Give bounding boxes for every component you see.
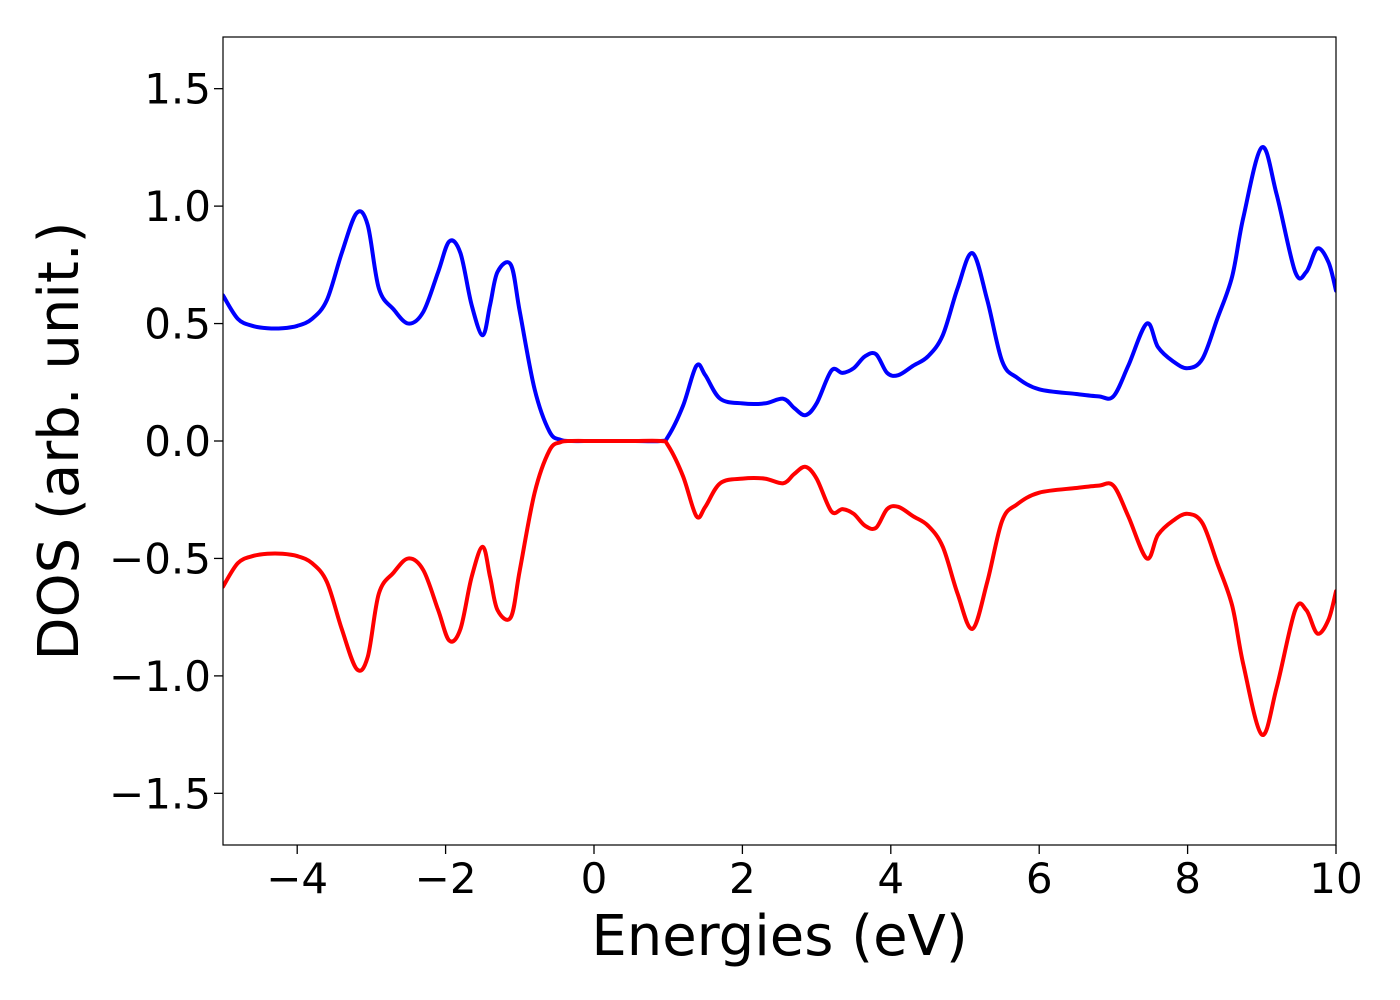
- plot-area: [223, 37, 1336, 845]
- x-tick-label: 6: [1026, 854, 1053, 903]
- y-tick-label: 0.0: [144, 417, 211, 466]
- x-tick-label: −4: [266, 854, 328, 903]
- x-tick-label: 8: [1174, 854, 1201, 903]
- y-tick-label: −1.0: [109, 652, 211, 701]
- x-tick-label: 10: [1309, 854, 1362, 903]
- y-tick-label: −0.5: [109, 534, 211, 583]
- x-tick-label: −2: [415, 854, 477, 903]
- series-layer: [223, 145, 1336, 737]
- series-line-2: [223, 438, 1336, 737]
- x-tick-label: 0: [581, 854, 608, 903]
- y-tick-label: −1.5: [109, 769, 211, 818]
- x-axis: −4 −2 0 2 4 6 8 10: [266, 845, 1363, 903]
- y-axis: 1.5 1.0 0.5 0.0 −0.5 −1.0 −1.5: [109, 65, 223, 818]
- x-tick-label: 4: [877, 854, 904, 903]
- y-axis-title: DOS (arb. unit.): [27, 221, 92, 660]
- y-tick-label: 1.0: [144, 182, 211, 231]
- series-line-1: [223, 145, 1336, 444]
- y-tick-label: 0.5: [144, 300, 211, 349]
- x-axis-title: Energies (eV): [591, 904, 967, 969]
- y-tick-label: 1.5: [144, 65, 211, 114]
- x-tick-label: 2: [729, 854, 756, 903]
